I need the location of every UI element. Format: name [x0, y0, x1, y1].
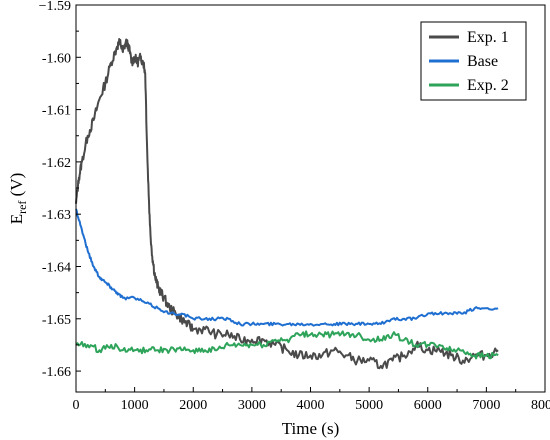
x-tick-label: 7000: [472, 398, 500, 413]
y-tick-label: -1.63: [42, 208, 71, 223]
series-line-1: [75, 38, 499, 370]
x-tick-label: 1000: [121, 398, 149, 413]
x-tick-label: 2000: [179, 398, 207, 413]
y-tick-label: −1.59: [39, 0, 71, 14]
y-axis-title: Eref (V): [7, 173, 29, 225]
y-tick-label: -1.65: [42, 313, 71, 328]
series-lines: [75, 38, 499, 370]
x-tick-label: 8000: [531, 398, 550, 413]
x-tick-label: 3000: [238, 398, 266, 413]
legend-label: Base: [467, 53, 498, 70]
y-axis-ticks: −1.59 -1.60 -1.61 -1.62 -1.63 -1.64 -1.65 -1.66: [39, 0, 81, 380]
x-tick-label: 0: [73, 398, 80, 413]
y-axis-title-subscript: ref: [15, 201, 29, 214]
y-tick-label: -1.66: [42, 365, 71, 380]
y-tick-label: -1.64: [42, 260, 71, 275]
y-tick-label: -1.60: [42, 51, 71, 66]
legend-label: Exp. 2: [467, 77, 509, 94]
y-tick-label: -1.62: [42, 156, 71, 171]
x-axis-title: Time (s): [282, 419, 339, 438]
x-axis-ticks: 0 1000 2000 3000 4000 5000 6000 7000 8000: [73, 387, 550, 413]
y-axis-title-suffix: (V): [7, 173, 26, 201]
x-tick-label: 4000: [297, 398, 325, 413]
y-tick-label: -1.61: [42, 104, 71, 119]
series-line-3: [75, 330, 499, 360]
x-tick-label: 5000: [355, 398, 383, 413]
y-axis-title-main: E: [7, 214, 26, 224]
legend-label: Exp. 1: [467, 29, 509, 46]
x-tick-label: 6000: [414, 398, 442, 413]
legend: Exp. 1 Base Exp. 2: [420, 21, 527, 101]
series-line-2: [75, 208, 499, 327]
